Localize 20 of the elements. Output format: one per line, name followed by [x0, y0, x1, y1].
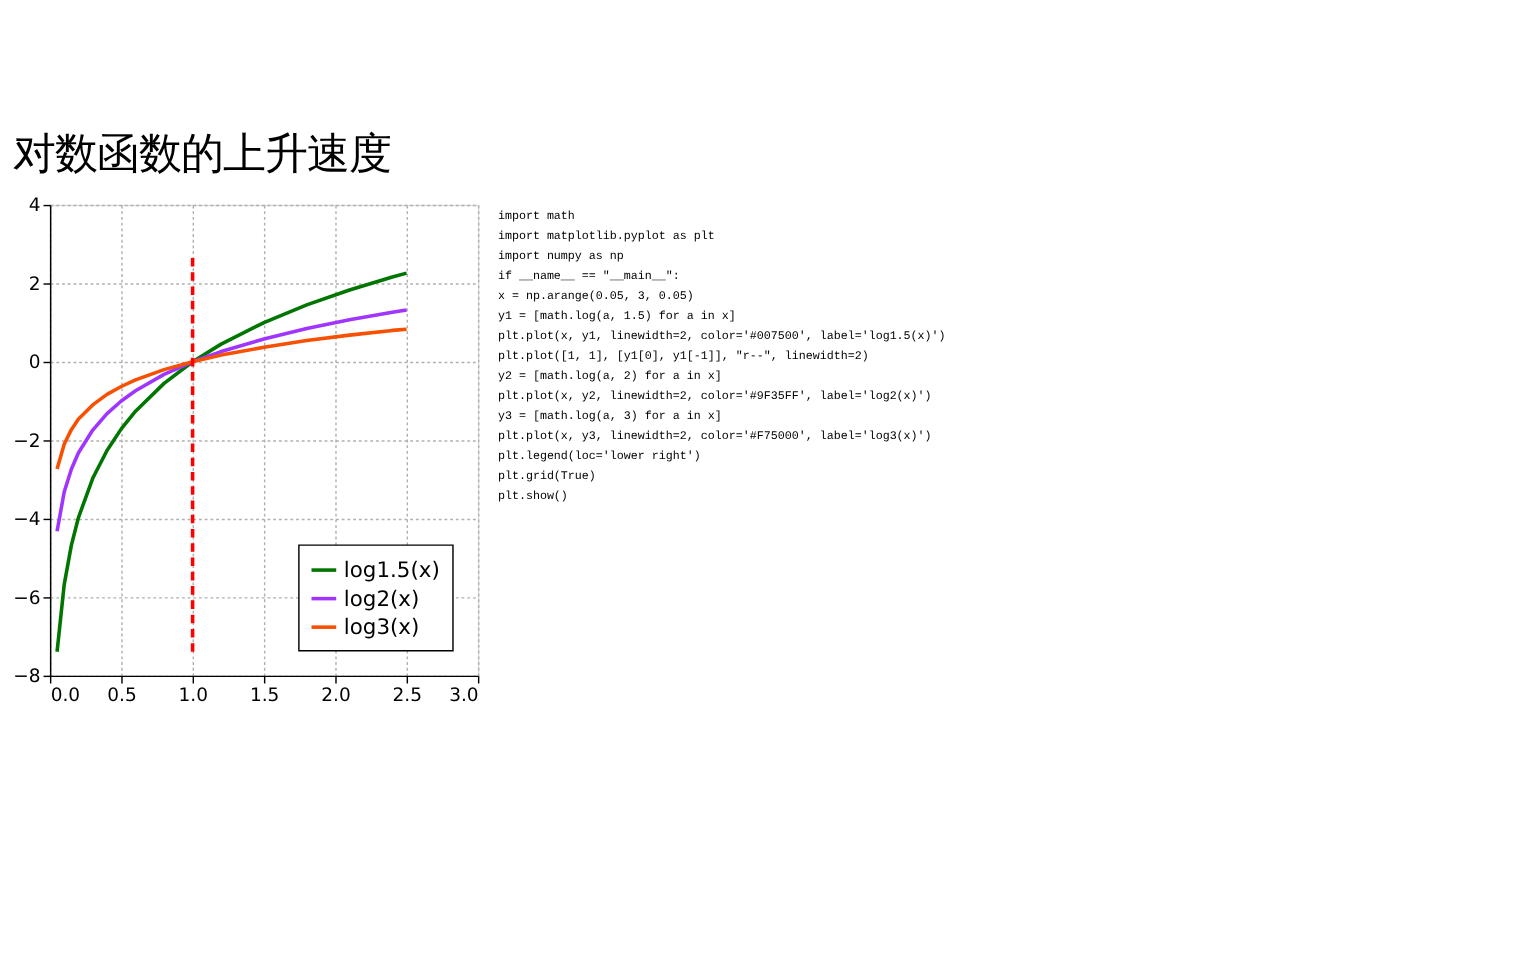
legend-label: log1.5(x) — [343, 557, 440, 584]
line-series — [55, 308, 409, 534]
x-tick-label: 1.5 — [249, 684, 280, 707]
legend-label: log3(x) — [343, 614, 420, 641]
x-tick-label: 0.5 — [107, 684, 137, 707]
x-tick-label: 0.0 — [50, 684, 81, 707]
y-tick-label: −4 — [13, 509, 41, 532]
x-tick-label: 3.0 — [449, 684, 479, 707]
x-tick-label: 2.5 — [392, 684, 423, 707]
y-tick-label: 2 — [28, 273, 41, 296]
y-tick-label: 4 — [28, 195, 41, 218]
x-tick-label: 1.0 — [178, 684, 209, 707]
y-tick-label: 0 — [28, 352, 41, 375]
chart-title: 对数函数的上升速度 — [12, 129, 391, 180]
y-tick-label: −8 — [13, 666, 41, 689]
line-series — [55, 327, 409, 471]
y-tick-label: −2 — [13, 430, 41, 453]
y-tick-label: −6 — [13, 587, 41, 610]
legend-label: log2(x) — [343, 585, 420, 612]
x-tick-label: 2.0 — [321, 684, 351, 707]
